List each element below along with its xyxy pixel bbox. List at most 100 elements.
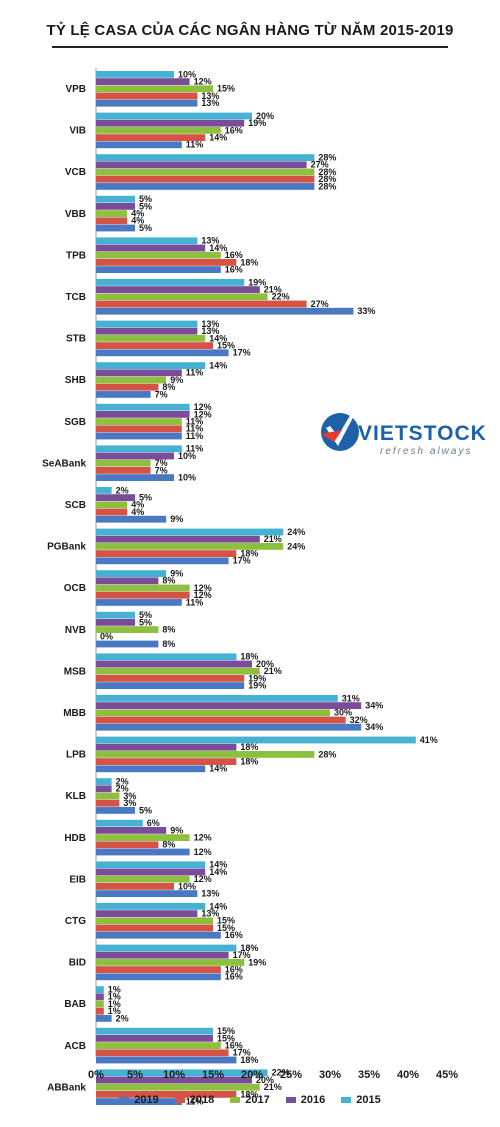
logo-swirl-icon: [321, 412, 359, 451]
data-label: 19%: [248, 681, 266, 691]
bar-2017: [96, 168, 315, 176]
data-label: 14%: [209, 133, 227, 143]
bar-2018: [96, 300, 307, 308]
bar-2019: [96, 931, 221, 939]
bar-2017: [96, 1042, 221, 1049]
data-label: 5%: [139, 610, 152, 620]
data-label: 2%: [116, 485, 129, 495]
data-label: 13%: [201, 98, 219, 108]
data-label: 21%: [264, 1082, 282, 1092]
category-label: VPB: [65, 84, 86, 95]
vietstock-logo: VIETSTOCK refresh always: [318, 400, 493, 470]
bar-2017: [96, 376, 167, 384]
data-label: 1%: [108, 985, 121, 995]
bar-2016: [96, 702, 362, 709]
bar-2018: [96, 134, 206, 141]
category-label: VBB: [65, 209, 86, 220]
bar-2017: [96, 917, 213, 925]
bar-2016: [96, 577, 159, 585]
bar-2019: [96, 307, 354, 315]
data-label: 20%: [256, 1075, 274, 1085]
bar-2019: [96, 515, 167, 523]
data-label: 28%: [318, 181, 336, 191]
bar-2019: [96, 183, 315, 190]
category-label: MBB: [63, 708, 86, 719]
bar-2017: [96, 501, 128, 509]
category-label: TPB: [66, 250, 86, 261]
bar-2018: [96, 92, 198, 100]
category-label: BAB: [64, 999, 86, 1010]
category-label: VIB: [69, 126, 86, 137]
x-tick-label: 5%: [127, 1069, 143, 1081]
category-label: PGBank: [47, 542, 86, 553]
data-label: 18%: [240, 943, 258, 953]
data-label: 18%: [240, 257, 258, 267]
data-label: 8%: [162, 639, 175, 649]
data-label: 8%: [162, 840, 175, 850]
data-label: 34%: [365, 722, 383, 732]
data-label: 14%: [209, 764, 227, 774]
data-label: 12%: [194, 402, 212, 412]
bar-2019: [96, 765, 206, 773]
data-label: 11%: [186, 597, 204, 607]
data-label: 6%: [147, 818, 160, 828]
bar-2017: [96, 85, 213, 93]
bar-2019: [96, 391, 151, 398]
data-label: 12%: [194, 77, 212, 87]
bar-2015: [96, 487, 112, 494]
data-label: 8%: [162, 625, 175, 635]
bar-2018: [96, 758, 237, 765]
bar-2018: [96, 550, 237, 557]
bar-2018: [96, 841, 159, 849]
bar-2015: [96, 445, 182, 453]
bar-2019: [96, 599, 182, 606]
bar-2017: [96, 418, 182, 425]
data-label: 15%: [217, 1033, 235, 1043]
bar-2018: [96, 342, 213, 349]
bar-2015: [96, 653, 237, 661]
bar-2019: [96, 557, 229, 565]
category-label: LPB: [66, 750, 86, 761]
data-label: 17%: [233, 950, 251, 960]
bar-2018: [96, 1049, 229, 1057]
bar-2018: [96, 508, 128, 516]
bar-2019: [96, 266, 221, 273]
data-label: 4%: [131, 216, 144, 226]
category-label: SCB: [65, 500, 86, 511]
data-label: 27%: [311, 160, 329, 170]
data-label: 10%: [178, 69, 196, 79]
data-label: 16%: [225, 972, 243, 982]
legend-swatch: [119, 1097, 130, 1104]
data-label: 1%: [108, 999, 121, 1009]
bar-2015: [96, 71, 174, 78]
category-label: SHB: [65, 375, 86, 386]
chart-legend: 2019 2018 2017 2016 2015: [0, 1094, 500, 1106]
category-label: BID: [69, 958, 86, 969]
category-label: ACB: [64, 1041, 86, 1052]
data-label: 11%: [186, 444, 204, 454]
data-label: 19%: [248, 673, 266, 683]
legend-swatch: [285, 1097, 296, 1104]
data-label: 19%: [248, 957, 266, 967]
bar-2019: [96, 224, 135, 232]
bar-2018: [96, 383, 159, 391]
category-label: ABBank: [47, 1082, 86, 1093]
data-label: 5%: [139, 201, 152, 211]
chart-title: TỶ LỆ CASA CỦA CÁC NGÂN HÀNG TỪ NĂM 2015…: [46, 22, 454, 39]
bar-2015: [96, 1069, 268, 1077]
data-label: 17%: [233, 348, 251, 358]
data-label: 4%: [131, 507, 144, 517]
data-label: 13%: [201, 91, 219, 101]
x-tick-label: 30%: [319, 1069, 341, 1081]
bar-2019: [96, 349, 229, 357]
data-label: 18%: [240, 1089, 258, 1099]
data-label: 13%: [201, 909, 219, 919]
bar-2017: [96, 210, 128, 217]
bar-2018: [96, 924, 213, 932]
data-label: 11%: [186, 140, 204, 150]
bar-2016: [96, 119, 245, 127]
bar-2018: [96, 1007, 104, 1015]
data-label: 14%: [209, 361, 227, 371]
bar-2017: [96, 751, 315, 758]
